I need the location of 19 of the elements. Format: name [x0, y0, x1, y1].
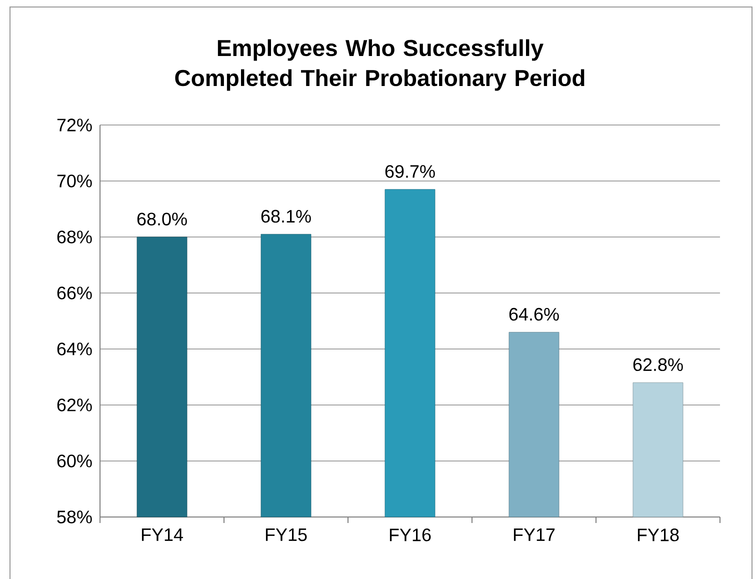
y-tick-label: 72%: [57, 118, 92, 132]
x-tick-label: FY18: [638, 528, 679, 542]
x-tick-label: FY14: [142, 528, 183, 541]
y-tick-label: 64%: [57, 342, 92, 356]
x-tick-label: FY15: [266, 528, 307, 542]
y-tick-label: 58%: [57, 510, 92, 524]
y-tick-label: 66%: [57, 286, 92, 300]
data-label: 69.7%: [385, 165, 435, 178]
y-tick-label: 60%: [57, 454, 92, 468]
data-label: 68.0%: [137, 212, 187, 226]
data-label: 68.1%: [261, 210, 311, 223]
y-tick-label: 62%: [57, 398, 92, 412]
chart-title: Employees Who Successfully Completed Their Probationary Period: [175, 39, 584, 91]
x-tick-label: FY16: [390, 528, 431, 542]
data-label: 62.8%: [633, 358, 683, 372]
data-label: 64.6%: [509, 308, 559, 321]
x-tick-label: FY17: [514, 528, 555, 541]
y-tick-label: 70%: [57, 174, 92, 188]
y-tick-label: 68%: [57, 230, 92, 244]
